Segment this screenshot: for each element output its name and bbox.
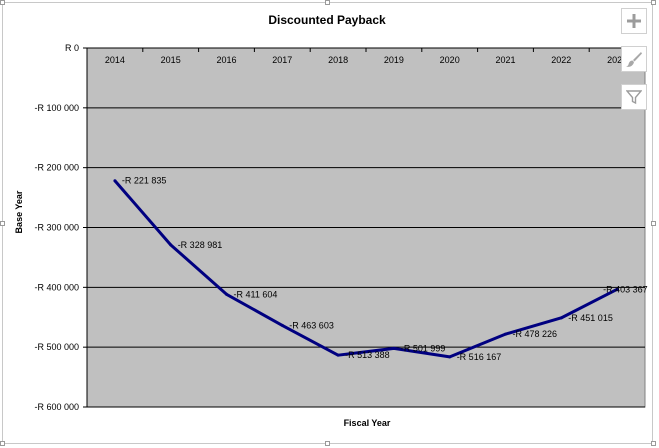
x-tick-label: 2019 [384,55,404,65]
resize-handle-top-left[interactable] [0,0,5,5]
x-tick-label: 2018 [328,55,348,65]
x-tick-label: 2015 [161,55,181,65]
plus-icon [627,14,641,28]
data-point [280,323,284,327]
y-tick-label: -R 400 000 [34,282,79,292]
x-tick-label: 2014 [105,55,125,65]
data-point [169,243,173,247]
data-label: -R 411 604 [234,289,278,299]
x-tick-label: 2020 [440,55,460,65]
filter-icon [626,90,642,105]
x-tick-label: 2022 [551,55,571,65]
chart-title: Discounted Payback [268,13,386,27]
resize-handle-bottom[interactable] [325,441,330,446]
series-line [113,179,618,359]
data-point [504,332,507,336]
data-label: -R 403 367 [603,284,648,294]
resize-handle-top-right[interactable] [651,0,656,5]
y-tick-label: -R 500 000 [34,342,79,352]
data-label: -R 451 015 [568,313,613,323]
data-point [225,292,228,296]
resize-handle-left[interactable] [0,221,5,226]
chart-styles-button[interactable] [621,46,647,72]
resize-handle-bottom-left[interactable] [0,441,5,446]
y-axis-title: Base Year [14,190,24,233]
data-label: -R 328 981 [178,240,223,250]
resize-handle-right[interactable] [651,221,656,226]
data-point [615,287,619,291]
brush-icon [626,52,642,67]
y-tick-label: R 0 [65,43,79,53]
data-label: -R 501 999 [401,343,446,353]
x-tick-label: 2021 [495,55,515,65]
x-axis-title: Fiscal Year [344,418,391,428]
data-label: -R 516 167 [457,352,502,362]
chart-elements-button[interactable] [621,8,647,34]
data-label: -R 513 388 [345,350,390,360]
resize-handle-top[interactable] [325,0,330,5]
y-tick-label: -R 600 000 [34,402,79,412]
data-point [113,179,117,183]
x-tick-label: 2023 [607,55,627,65]
chart-filters-button[interactable] [621,84,647,110]
y-tick-label: -R 200 000 [34,163,79,173]
x-tick-label: 2017 [272,55,292,65]
resize-handle-bottom-right[interactable] [651,441,656,446]
data-point [336,353,340,357]
y-tick-label: -R 300 000 [34,223,79,233]
data-label: -R 463 603 [289,320,334,330]
plot-area: R 0 -R 100 000 -R 200 000 -R 300 000 -R 400 … [34,43,647,412]
data-point [392,346,396,350]
data-label: -R 478 226 [513,329,558,339]
y-tick-label: -R 100 000 [34,103,79,113]
data-label: -R 221 835 [122,176,167,186]
x-tick-label: 2016 [216,55,236,65]
data-point [448,355,452,359]
data-point [559,316,563,320]
